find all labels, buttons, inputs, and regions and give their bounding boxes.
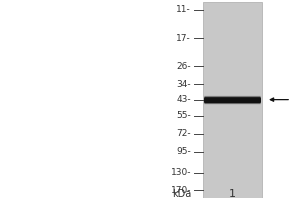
Text: 170-: 170- (171, 186, 191, 195)
Text: 26-: 26- (176, 62, 191, 71)
Text: 55-: 55- (176, 111, 191, 120)
Text: 72-: 72- (176, 129, 191, 138)
Text: 34-: 34- (176, 80, 191, 89)
Text: 1: 1 (229, 189, 236, 199)
Bar (203, 2, 262, 198)
Text: 43-: 43- (176, 95, 191, 104)
Text: kDa: kDa (172, 189, 191, 199)
Text: 11-: 11- (176, 5, 191, 14)
Text: 95-: 95- (176, 147, 191, 156)
Text: 17-: 17- (176, 34, 191, 43)
Text: 130-: 130- (171, 168, 191, 177)
